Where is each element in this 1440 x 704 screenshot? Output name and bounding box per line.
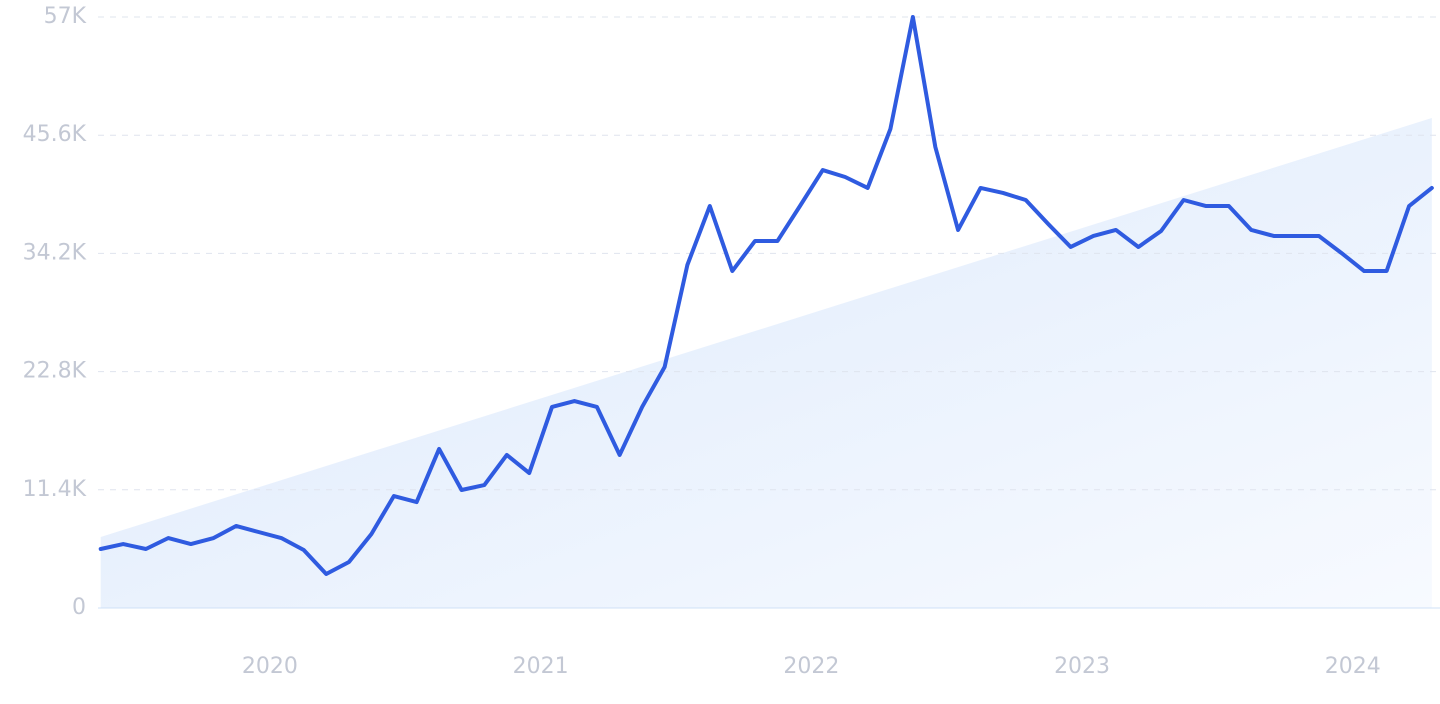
y-tick-label: 45.6K — [23, 122, 87, 147]
x-tick-label: 2023 — [1054, 654, 1110, 679]
x-tick-label: 2021 — [513, 654, 569, 679]
y-tick-label: 0 — [72, 595, 86, 620]
line — [98, 15, 1434, 576]
trend-area — [100, 117, 1432, 609]
y-tick-label: 11.4K — [23, 477, 87, 502]
y-tick-label: 57K — [44, 4, 87, 29]
y-tick-label: 22.8K — [23, 359, 87, 384]
x-tick-label: 2020 — [242, 654, 298, 679]
x-tick-label: 2022 — [783, 654, 839, 679]
x-tick-label: 2024 — [1325, 654, 1381, 679]
y-tick-label: 34.2K — [23, 240, 87, 265]
